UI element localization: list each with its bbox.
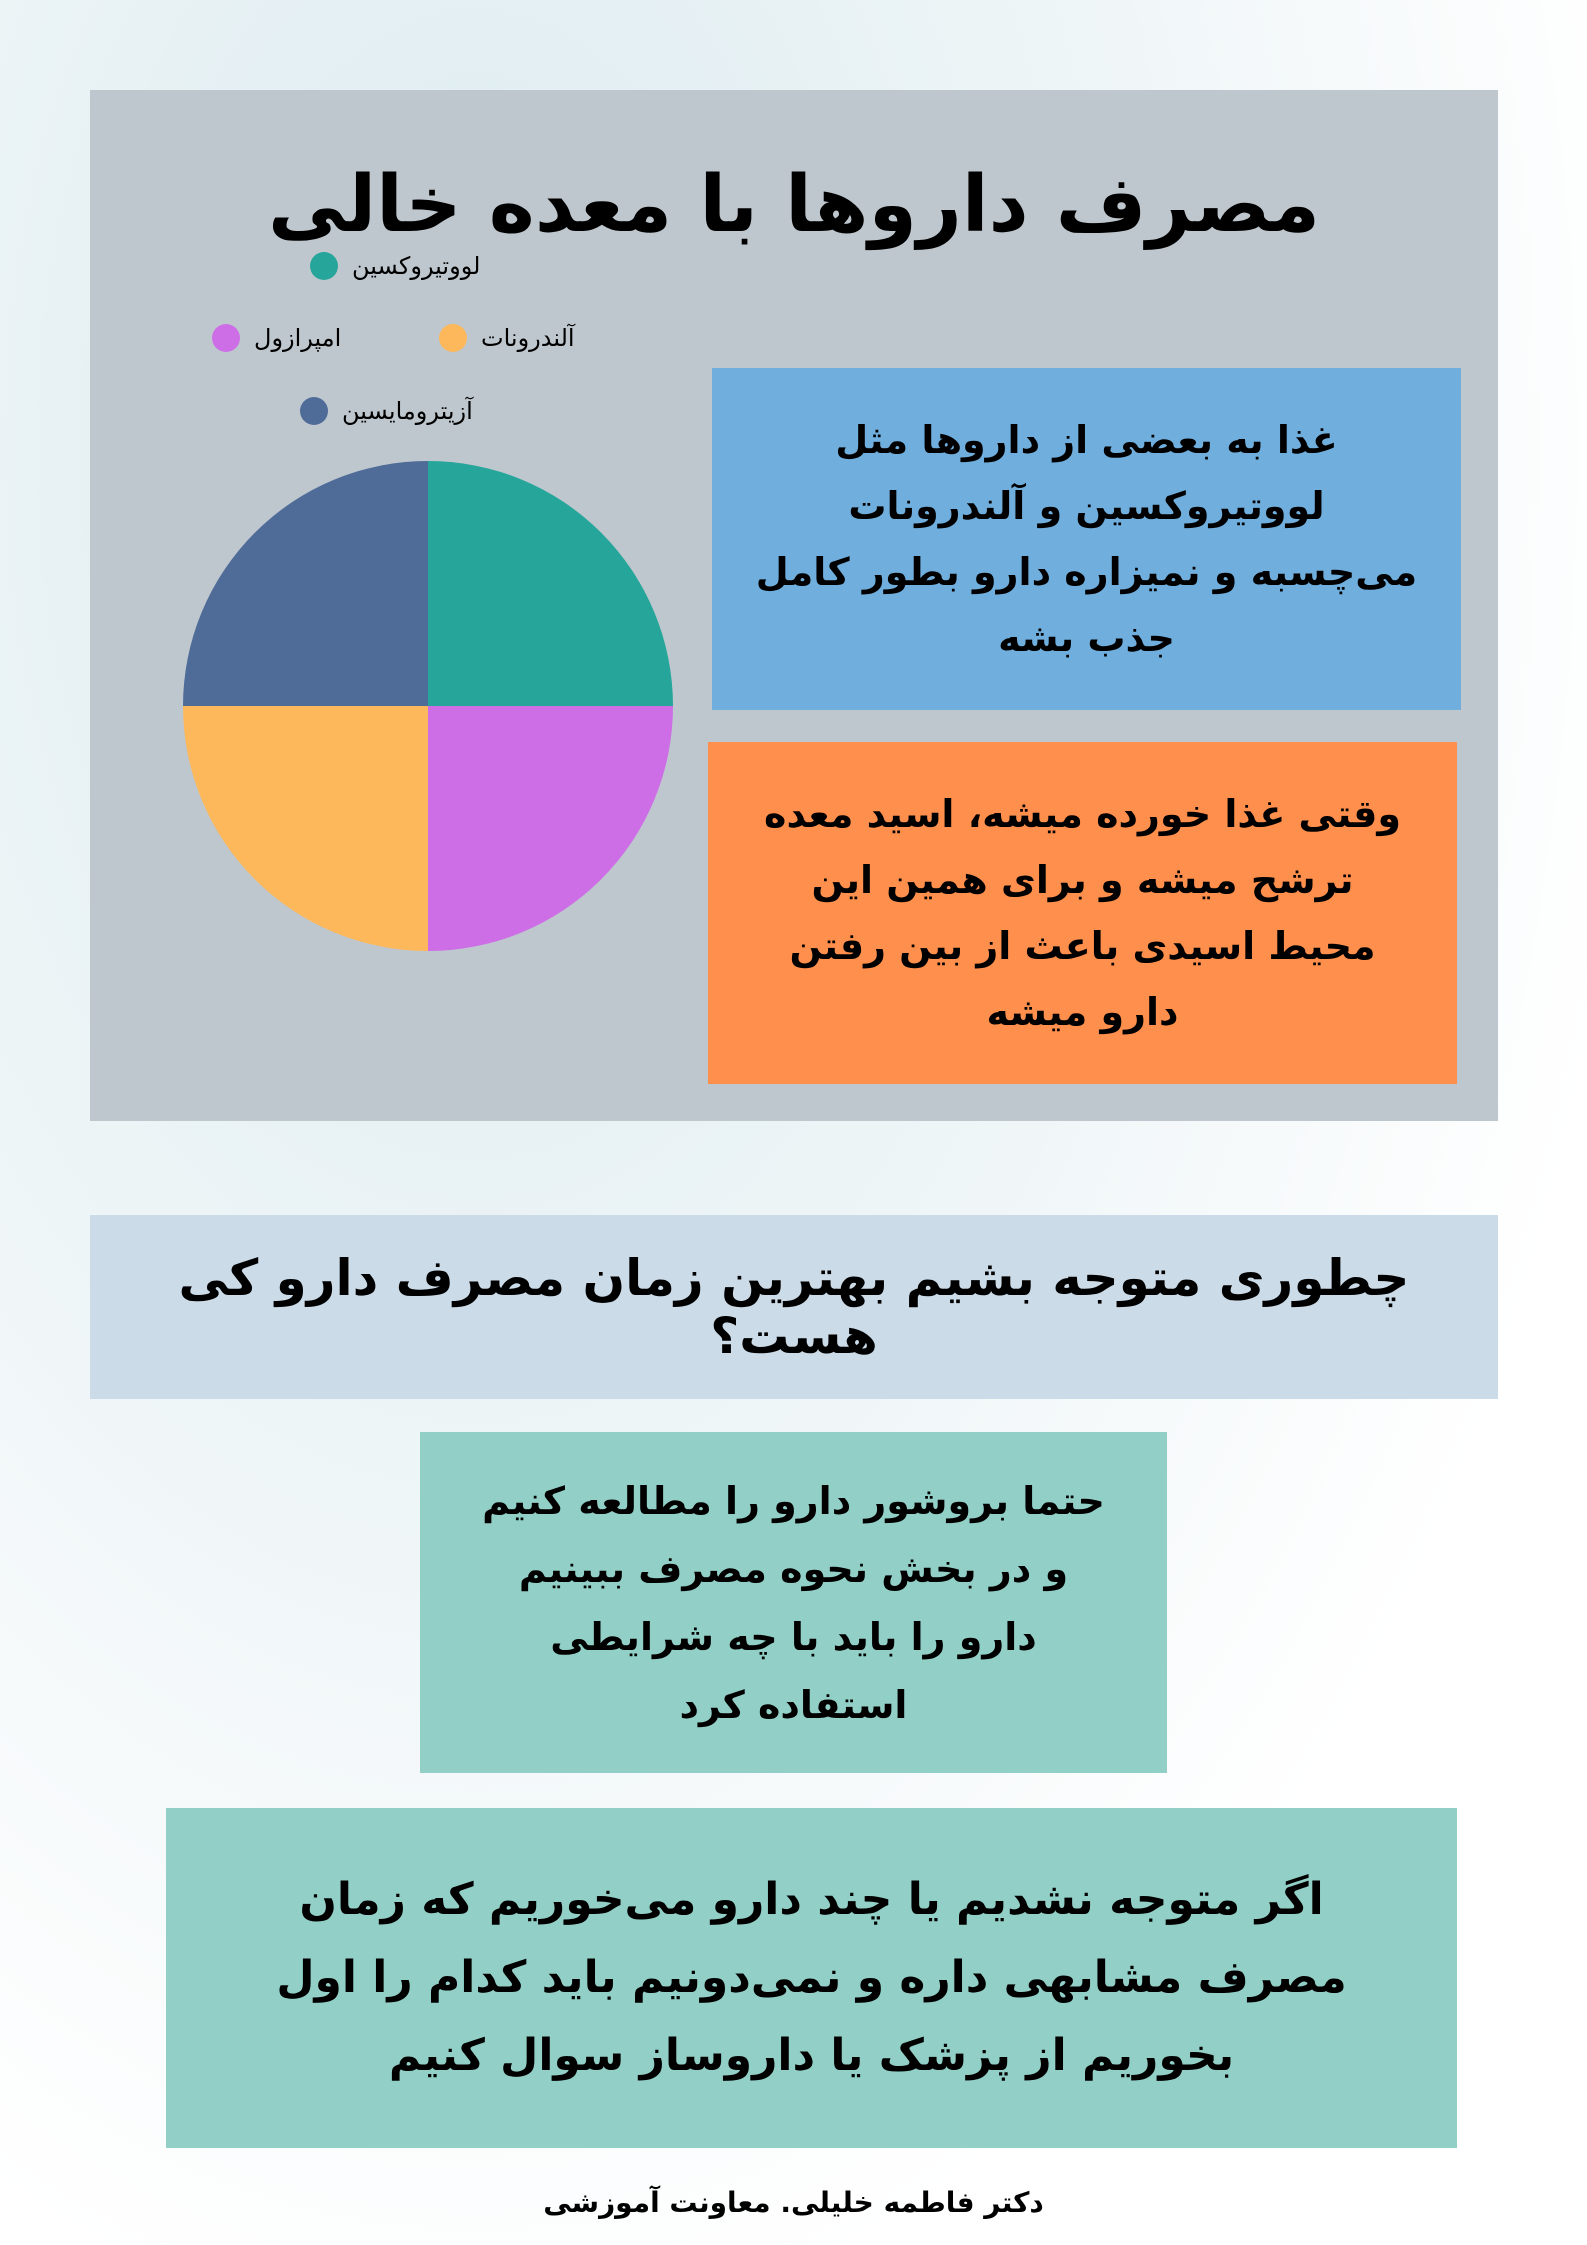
info-text: وقتی غذا خورده میشه، اسید معده ترشح میشه… bbox=[764, 792, 1401, 1034]
legend-swatch bbox=[212, 324, 240, 352]
info-text: غذا به بعضی از داروها مثل لووتیروکسین و … bbox=[755, 418, 1418, 660]
legend-item-2: آلندرونات bbox=[439, 324, 575, 352]
question-text: چطوری متوجه بشیم بهترین زمان مصرف دارو ک… bbox=[178, 1249, 1410, 1365]
legend-label: آزیترومایسین bbox=[342, 397, 473, 425]
tip-text: اگر متوجه نشدیم یا چند دارو می‌خوریم که … bbox=[276, 1874, 1347, 2081]
legend-swatch bbox=[310, 252, 338, 280]
legend-swatch bbox=[439, 324, 467, 352]
legend-label: لووتیروکسین bbox=[352, 252, 481, 280]
page-title: مصرف داروها با معده خالی bbox=[267, 160, 1321, 250]
legend-label: آلندرونات bbox=[481, 324, 575, 352]
question-banner: چطوری متوجه بشیم بهترین زمان مصرف دارو ک… bbox=[90, 1215, 1498, 1399]
legend-label: امپرازول bbox=[254, 324, 342, 352]
pie-slice-1 bbox=[428, 706, 673, 951]
pie-slice-0 bbox=[428, 461, 673, 706]
footer: دکتر فاطمه خلیلی. معاونت آموزشی bbox=[0, 2180, 1587, 2224]
tip-box-1: حتما بروشور دارو را مطالعه کنیم و در بخش… bbox=[420, 1432, 1167, 1773]
tip-text: حتما بروشور دارو را مطالعه کنیم و در بخش… bbox=[482, 1478, 1105, 1727]
info-box-acid: وقتی غذا خورده میشه، اسید معده ترشح میشه… bbox=[708, 742, 1457, 1084]
footer-text: دکتر فاطمه خلیلی. معاونت آموزشی bbox=[543, 2185, 1044, 2219]
legend-item-3: آزیترومایسین bbox=[300, 397, 473, 425]
tip-box-2: اگر متوجه نشدیم یا چند دارو می‌خوریم که … bbox=[166, 1808, 1457, 2148]
pie-slice-3 bbox=[183, 461, 428, 706]
pie-slice-2 bbox=[183, 706, 428, 951]
legend-item-0: لووتیروکسین bbox=[310, 252, 480, 280]
legend-swatch bbox=[300, 397, 328, 425]
legend-item-1: امپرازول bbox=[212, 324, 341, 352]
info-box-absorption: غذا به بعضی از داروها مثل لووتیروکسین و … bbox=[712, 368, 1461, 710]
